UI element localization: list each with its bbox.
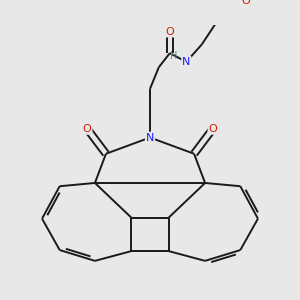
Text: O: O [166,26,174,37]
Text: H: H [170,51,178,61]
Text: O: O [208,124,217,134]
Text: O: O [83,124,92,134]
Text: O: O [242,0,250,6]
Text: N: N [182,57,190,67]
Text: N: N [146,133,154,142]
